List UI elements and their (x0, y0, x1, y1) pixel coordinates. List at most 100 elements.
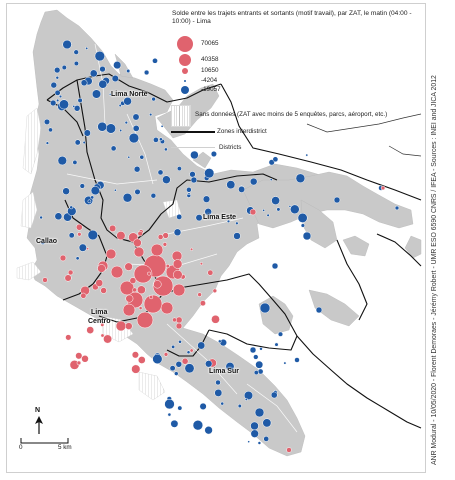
zat-circle (62, 39, 72, 50)
zat-circle (290, 204, 300, 215)
zat-circle (100, 333, 105, 338)
zat-circle (73, 49, 79, 55)
zat-circle (259, 347, 263, 351)
zat-circle (48, 127, 53, 133)
zat-circle (300, 223, 306, 228)
zat-circle (199, 402, 207, 410)
zat-circle (98, 79, 108, 89)
zat-circle (210, 150, 217, 158)
zat-circle (255, 360, 264, 369)
zat-circle (59, 254, 67, 262)
zat-circle (195, 214, 203, 222)
zat-circle (137, 356, 146, 364)
zat-circle (302, 231, 312, 241)
zat-circle (172, 317, 177, 323)
zat-circle (152, 353, 163, 365)
zat-circle (119, 129, 123, 132)
zat-circle (95, 279, 104, 287)
zat-circle (103, 334, 113, 344)
zat-circle (110, 145, 117, 152)
zat-circle (249, 208, 257, 216)
label-lima-centro-line1: Lima (91, 309, 108, 316)
zat-circle (109, 224, 117, 232)
zat-circle (100, 322, 105, 327)
zat-circle (238, 185, 246, 193)
label-lima-centro-line2: Centro (88, 318, 111, 325)
zat-circle (199, 262, 203, 266)
zat-circle (226, 180, 236, 190)
zat-circle (176, 213, 183, 220)
zat-circle (272, 156, 279, 163)
zat-circle (295, 173, 306, 184)
zat-circle (125, 322, 133, 330)
zat-circle (58, 94, 63, 99)
zat-circle (97, 264, 106, 273)
zat-circle (259, 302, 271, 314)
zat-circle (249, 177, 258, 186)
zat-circle (73, 105, 81, 112)
zat-circle (190, 176, 198, 184)
zat-circle (143, 69, 150, 76)
zat-circle (204, 426, 213, 435)
legend-title: Solde entre les trajets entrants et sort… (172, 10, 412, 26)
legend-size-value: -4204 (201, 77, 218, 84)
zat-circle (125, 294, 134, 303)
outer-boundary (306, 113, 422, 157)
zat-circle (133, 246, 145, 258)
zat-circle (220, 401, 225, 406)
zat-circle (262, 418, 272, 428)
zat-circle (143, 294, 163, 314)
zat-circle (162, 175, 171, 184)
zat-circle (263, 436, 270, 442)
zat-circle (122, 303, 136, 317)
zat-circle (75, 256, 80, 261)
zat-circle (50, 99, 57, 107)
zat-circle (202, 195, 211, 203)
zat-circle (243, 390, 254, 401)
zat-circle (79, 183, 85, 189)
zat-circle (315, 306, 323, 314)
zat-circle (159, 137, 163, 142)
scale-start: 0 (19, 444, 23, 451)
zat-circle (380, 185, 386, 191)
zat-circle (250, 421, 259, 431)
legend-districts-label: Districts (219, 144, 242, 151)
zat-circle (105, 123, 116, 134)
north-label: N (35, 407, 41, 414)
zat-circle (171, 344, 176, 349)
zat-circle (68, 232, 75, 239)
zat-circle (225, 362, 235, 371)
zat-circle (114, 188, 117, 192)
zat-circle (124, 120, 128, 125)
zat-circle (176, 166, 182, 172)
zat-circle (91, 89, 102, 99)
zat-circle (197, 292, 202, 297)
zat-circle (75, 223, 83, 231)
map-canvas (16, 9, 422, 457)
zat-circle (157, 234, 164, 240)
zat-circle (82, 140, 86, 145)
zat-circle (134, 188, 141, 195)
zat-circle (75, 352, 83, 360)
legend-no-data-swatch (171, 105, 191, 127)
zat-circle (186, 350, 191, 355)
zat-circle (157, 169, 164, 176)
credit-text: ANR Modural - 10/05/2020 - Florent Demor… (431, 75, 438, 465)
north-arrow-icon (35, 416, 43, 434)
zat-circle (226, 219, 231, 223)
zat-circle (190, 247, 194, 251)
zat-circle (69, 205, 74, 210)
zat-circle (187, 192, 191, 195)
legend-size-circle (177, 36, 193, 52)
zat-circle (197, 341, 206, 350)
zat-circle (249, 346, 257, 354)
zat-circle (172, 259, 183, 269)
zat-circle (73, 60, 79, 67)
zat-circle (126, 68, 131, 74)
zat-circle (235, 221, 239, 225)
legend-size-value: 40358 (201, 56, 219, 63)
zat-circle (233, 232, 241, 240)
zat-circle (67, 269, 74, 276)
zat-circle (39, 215, 43, 220)
zat-circle (77, 97, 83, 103)
